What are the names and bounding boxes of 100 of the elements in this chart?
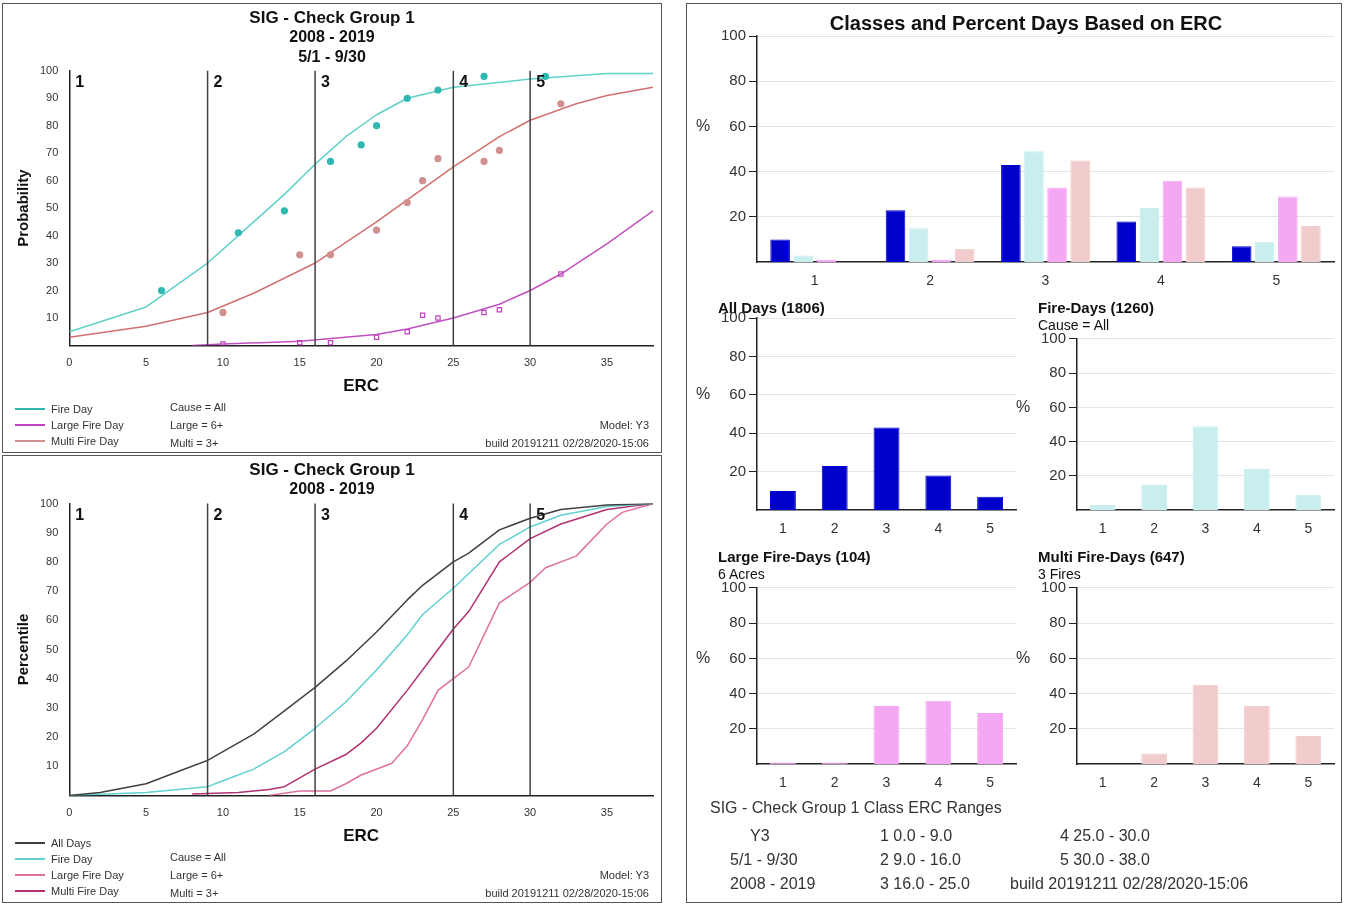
chart-subtitle: 6 Acres [718,566,765,583]
text: build 20191211 02/28/2020-15:06 [485,887,649,899]
point [372,226,381,234]
legend-label: Large Fire Day [51,869,124,881]
y-tick-label: 60 [46,173,59,186]
text: Cause = All [170,401,226,413]
y-tick-label: 100 [721,26,747,44]
bar [1301,226,1321,263]
text: SIG - Check Group 1 Class ERC Ranges [710,799,1002,817]
point [434,86,442,94]
x-tick-label: 30 [524,356,537,369]
bar [925,475,952,511]
y-axis-title: % [1016,648,1031,666]
point [220,341,226,346]
y-tick-label: 10 [46,759,59,772]
y-tick-label: 100 [39,63,59,76]
point [403,199,411,207]
y-tick-label: 20 [729,719,747,737]
point [326,157,335,166]
point [480,72,488,80]
bar [1001,164,1021,263]
bar [1116,221,1137,263]
point [219,308,227,317]
chart-subtitle: Cause = All [1038,317,1110,334]
legend-label: All Days [51,837,92,849]
legend-label: Fire Day [51,403,93,415]
bar [1192,426,1219,511]
x-tick-label: 5 [1304,774,1313,791]
annotation: 2 [213,506,223,524]
bar [1141,484,1167,511]
legend-label: Multi Fire Day [51,885,119,897]
point [372,122,381,130]
annotation: 3 [321,73,331,91]
text: 1 0.0 - 9.0 [880,827,953,845]
x-tick-label: 10 [216,356,230,369]
x-tick-label: 3 [1201,774,1210,791]
legend-label: Fire Day [51,853,93,865]
bar [1244,469,1270,511]
y-tick-label: 40 [1049,431,1067,449]
x-tick-label: 4 [1157,272,1166,289]
bar [1141,753,1167,765]
chart-title: Large Fire-Days (104) [718,548,871,566]
point [326,251,335,259]
x-axis-title: ERC [343,376,380,396]
chart-subtitle: 3 Fires [1038,566,1081,583]
legend-label: Multi Fire Day [51,435,119,447]
annotation: 2 [213,73,223,91]
point [157,286,166,295]
point [558,271,564,277]
y-tick-label: 80 [729,71,747,89]
y-tick-label: 90 [46,525,59,538]
bar [1295,494,1322,511]
y-tick-label: 60 [729,385,747,403]
y-tick-label: 40 [46,228,59,241]
point [419,177,427,185]
point [404,328,410,335]
text: Large = 6+ [170,419,224,431]
bar [1254,241,1275,263]
x-tick-label: 30 [524,806,537,819]
point [296,251,304,259]
x-tick-label: 4 [934,774,943,791]
x-tick-label: 0 [66,356,73,369]
x-tick-label: 3 [1201,520,1210,537]
text: Model: Y3 [599,869,649,881]
text: 5 30.0 - 38.0 [1060,851,1150,869]
text: 2008 - 2019 [730,875,816,893]
x-tick-label: 25 [447,356,460,369]
x-tick-label: 5 [1272,272,1281,289]
chart-title: SIG - Check Group 1 [249,459,415,479]
y-tick-label: 60 [1049,648,1067,666]
bar [821,465,848,511]
x-tick-label: 1 [810,272,819,289]
chart-subtitle: 2008 - 2019 [289,480,375,498]
y-tick-label: 10 [46,310,59,323]
x-tick-label: 10 [216,806,230,819]
y-tick-label: 80 [1049,363,1067,381]
bar [770,239,790,263]
y-tick-label: 80 [1049,613,1067,631]
x-tick-label: 4 [934,520,943,537]
y-tick-label: 80 [46,554,59,567]
point [297,339,303,346]
bar [1192,684,1219,765]
x-tick-label: 5 [143,806,150,819]
y-tick-label: 40 [729,161,747,179]
x-tick-label: 3 [882,520,891,537]
x-tick-label: 5 [986,774,995,791]
bar [873,705,900,765]
chart-title: Classes and Percent Days Based on ERC [829,11,1223,34]
x-tick-label: 3 [882,774,891,791]
y-tick-label: 40 [729,423,747,441]
text: Y3 [750,827,770,845]
y-tick-label: 40 [729,683,747,701]
text: 3 16.0 - 25.0 [880,875,970,893]
y-tick-label: 20 [1049,466,1067,484]
point [495,146,504,155]
point [480,157,488,166]
y-axis-title: % [696,385,711,403]
point [435,315,441,321]
point [434,155,442,163]
y-tick-label: 20 [1049,719,1067,737]
